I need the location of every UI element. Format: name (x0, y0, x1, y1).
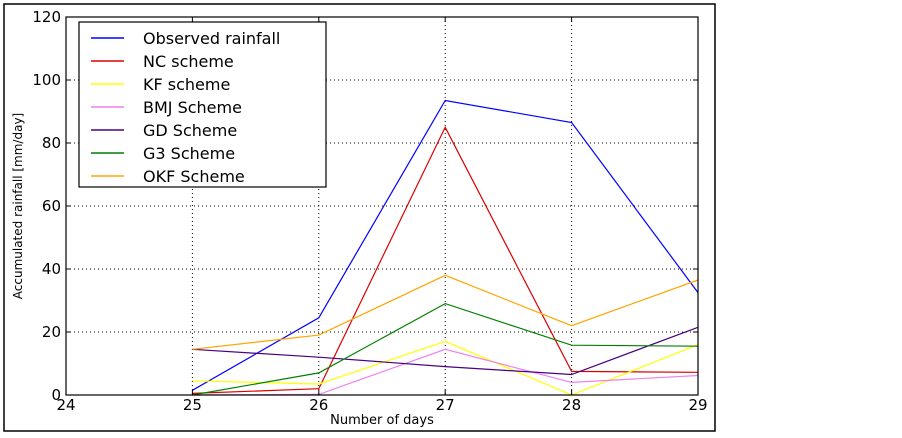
axis-ticks: 24 25 26 27 28 29 0 20 40 60 80 100 120 (32, 8, 707, 414)
series-lines (192, 99, 699, 396)
legend-label: NC scheme (143, 52, 234, 71)
series-line-6 (192, 302, 699, 396)
x-tick-label: 29 (688, 396, 707, 414)
x-tick-label: 24 (56, 396, 75, 414)
legend-label: KF scheme (143, 75, 230, 94)
y-tick-label: 80 (42, 134, 61, 152)
series-line-5 (192, 326, 699, 376)
x-tick-label: 26 (309, 396, 328, 414)
x-tick-label: 28 (562, 396, 581, 414)
legend: Observed rainfall NC scheme KF scheme BMJ S… (78, 21, 327, 188)
y-tick-label: 40 (42, 260, 61, 278)
y-tick-label: 100 (32, 71, 61, 89)
y-tick-label: 20 (42, 323, 61, 341)
series-line-1 (192, 99, 699, 391)
y-axis-label: Accumulated rainfall [mm/day] (11, 113, 25, 299)
x-tick-label: 27 (436, 396, 455, 414)
legend-box (78, 21, 327, 188)
legend-label: OKF Scheme (143, 167, 245, 186)
x-tick-label: 25 (183, 396, 202, 414)
series-line-3 (192, 340, 699, 396)
x-axis-label: Number of days (330, 413, 434, 428)
y-tick-label: 120 (32, 8, 61, 26)
legend-label: G3 Scheme (143, 144, 235, 163)
legend-label: Observed rainfall (143, 29, 280, 48)
y-tick-label: 60 (42, 197, 61, 215)
grid-lines (66, 17, 698, 395)
legend-label: BMJ Scheme (143, 98, 242, 117)
series-line-7 (192, 274, 699, 350)
series-line-2 (192, 125, 699, 394)
legend-label: GD Scheme (143, 121, 237, 140)
y-tick-label: 0 (51, 386, 61, 404)
